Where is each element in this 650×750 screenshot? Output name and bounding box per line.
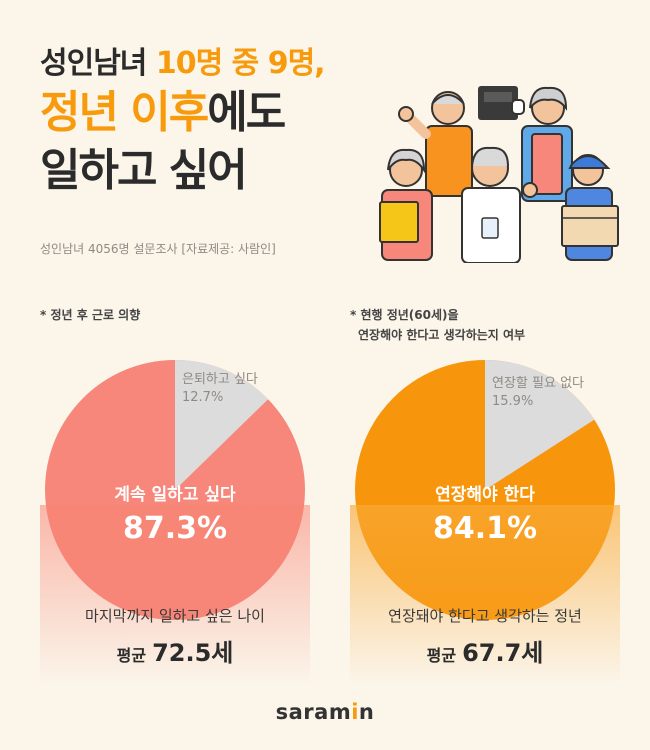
headline-line-2: 정년 이후에도	[40, 84, 325, 142]
chart2-title-line1: * 현행 정년(60세)을	[350, 308, 459, 322]
chart2-footer: 연장돼야 한다고 생각하는 정년 평균 67.7세	[350, 505, 620, 695]
headline-line-3: 일하고 싶어	[40, 145, 248, 196]
chart2-minor-label: 연장할 필요 없다	[492, 376, 584, 391]
chart2-major-label: 연장해야 한다	[435, 485, 535, 505]
logo-pre: saram	[275, 700, 352, 724]
pie-slice-no-need	[485, 360, 595, 490]
worker-box-man	[561, 154, 619, 261]
chart1-average-label: 평균	[116, 646, 147, 665]
chart2-major-label-group: 연장해야 한다 84.1%	[350, 480, 620, 546]
worker-folder-woman	[379, 148, 433, 261]
chart2-title: * 현행 정년(60세)을 연장해야 한다고 생각하는지 여부	[350, 305, 525, 345]
worker-apron-woman	[521, 86, 573, 202]
chart2-average: 평균 67.7세	[350, 633, 620, 668]
headline-line-1: 성인남녀 10명 중 9명,	[40, 38, 326, 84]
chart1-average: 평균 72.5세	[40, 633, 310, 668]
chart1-footer-label: 마지막까지 일하고 싶은 나이	[85, 607, 265, 625]
pie-slice-retire	[175, 360, 269, 490]
headline: 성인남녀 10명 중 9명, 정년 이후에도 일하고 싶어	[40, 38, 326, 200]
chart1-title: * 정년 후 근로 의향	[40, 308, 141, 322]
survey-note: 성인남녀 4056명 설문조사 [자료제공: 사람인]	[40, 242, 276, 256]
logo-post: n	[358, 700, 375, 724]
worker-apron-man	[398, 91, 473, 197]
saramin-logo: saramin	[0, 700, 650, 724]
chart1-minor-label: 은퇴하고 싶다	[182, 372, 258, 387]
chart1-major-label: 계속 일하고 싶다	[114, 485, 236, 505]
chart1-major-label-group: 계속 일하고 싶다 87.3%	[40, 480, 310, 546]
headline-line2-b: 이후	[130, 87, 209, 138]
worker-office-man	[461, 146, 538, 263]
headline-line1-a: 성인남녀	[40, 46, 156, 81]
headline-line1-b: 10명 중 9명,	[155, 46, 326, 81]
chart1-footer: 마지막까지 일하고 싶은 나이 평균 72.5세	[40, 505, 310, 695]
chart2-major-value: 84.1%	[432, 511, 538, 546]
headline-line2-a: 정년	[40, 87, 131, 138]
senior-workers-illustration	[379, 86, 619, 263]
chart2-footer-label: 연장돼야 한다고 생각하는 정년	[388, 607, 582, 625]
logo-dot: i	[351, 700, 359, 724]
headline-line2-c: 에도	[207, 87, 286, 138]
chart2-average-value: 67.7세	[462, 639, 544, 667]
chart1-minor-value: 12.7%	[182, 390, 224, 405]
chart2-title-line2: 연장해야 한다고 생각하는지 여부	[358, 328, 526, 342]
chart1-average-value: 72.5세	[152, 639, 234, 667]
chart1-major-value: 87.3%	[122, 511, 228, 546]
chart2-average-label: 평균	[426, 646, 457, 665]
coffee-machine-icon	[478, 86, 525, 120]
chart2-minor-value: 15.9%	[492, 394, 534, 409]
